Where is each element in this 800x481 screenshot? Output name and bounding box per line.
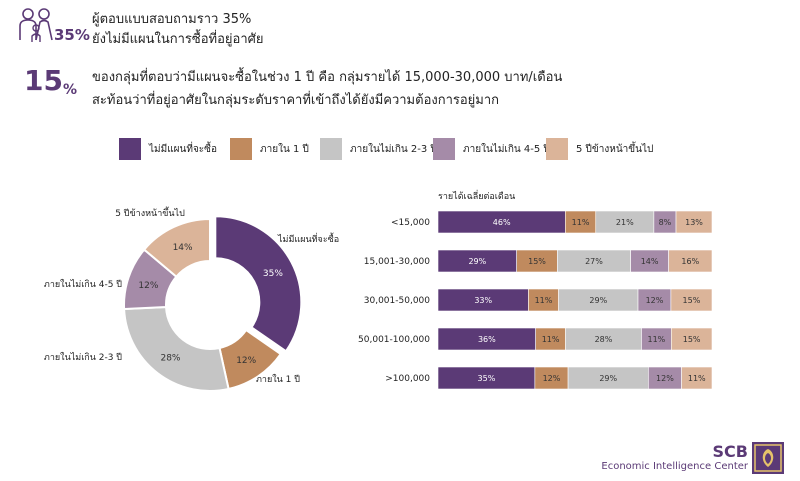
donut-slice [214,215,303,353]
donut-slice-label: 14% [173,243,193,253]
bar-segment-label: 29% [589,296,607,305]
legend-item-within-1y: ภายใน 1 ปี [230,138,309,160]
detail-line-2: สะท้อนว่าที่อยู่อาศัยในกลุ่มระดับราคาที่… [92,93,500,108]
bar-segment-label: 21% [616,218,634,227]
bar-segment-label: 27% [585,257,603,266]
legend-item-5y-plus: 5 ปีข้างหน้าขึ้นไป [546,138,653,160]
bar-segment-label: 29% [599,374,617,383]
donut-slice [142,217,211,279]
bar-segment-label: 11% [688,374,706,383]
donut-slice-label: 12% [236,356,256,366]
bar-segment-label: 12% [543,374,561,383]
donut-chart: 35%ไม่มีแผนที่จะซื้อ12%ภายใน 1 ปี28%ภายใ… [44,206,339,392]
bar-segment [668,249,713,273]
bar-segment-label: 11% [647,335,665,344]
legend-label: ภายใน 1 ปี [260,143,309,155]
bar-segment [681,366,713,390]
bar-segment-label: 8% [659,218,672,227]
bar-segment-label: 36% [478,335,496,344]
bar-segment-label: 11% [542,335,560,344]
bar-segment-label: 46% [493,218,511,227]
bar-category-label: 15,001-30,000 [364,257,431,267]
bar-segment [670,288,713,312]
bar-segment [671,327,713,351]
bar-segment-label: 15% [683,335,701,344]
family-icon [19,8,53,42]
legend-label: ภายในไม่เกิน 4-5 ปี [463,143,550,155]
bar-segment-label: 11% [572,218,590,227]
scb-logo-icon [752,442,784,474]
bar-segment-label: 13% [685,218,703,227]
bar-segment-label: 29% [468,257,486,266]
bar-segment-label: 14% [641,257,659,266]
donut-category-label: ภายในไม่เกิน 4-5 ปี [44,279,122,290]
donut-slice-label: 28% [160,354,180,364]
legend-label: ไม่มีแผนที่จะซื้อ [149,143,217,155]
bar-segment-label: 33% [474,296,492,305]
legend-swatch [230,138,252,160]
bar-category-label: <15,000 [391,218,430,228]
big-percent-value: 15 [24,64,63,97]
detail-line-1: ของกลุ่มที่ตอบว่ามีแผนจะซื้อในช่วง 1 ปี … [92,70,563,85]
donut-category-label: 5 ปีข้างหน้าขึ้นไป [115,206,185,219]
bar-segment-label: 12% [656,374,674,383]
bar-segment-label: 15% [528,257,546,266]
bar-segment-label: 28% [595,335,613,344]
header-line-1: ผู้ตอบแบบสอบถามราว 35% [92,12,252,27]
donut-slice-label: 12% [138,281,158,291]
big-percent: 15% [24,64,77,98]
bar-segment-label: 35% [478,374,496,383]
legend-swatch [433,138,455,160]
bar-category-label: 50,001-100,000 [358,335,430,345]
brand-subtitle: Economic Intelligence Center [601,461,748,472]
bar-segment-label: 15% [683,296,701,305]
legend-item-within-4-5y: ภายในไม่เกิน 4-5 ปี [433,138,550,160]
legend-swatch [320,138,342,160]
bar-segment-label: 11% [535,296,553,305]
donut-category-label: ภายในไม่เกิน 2-3 ปี [44,352,122,363]
stacked-bar-chart: รายได้เฉลี่ยต่อเดือน <15,000 46% 11% 21% 8% 13… [358,189,713,390]
donut-slice [123,306,230,392]
donut-slice-label: 35% [263,269,283,279]
legend-item-within-2-3y: ภายในไม่เกิน 2-3 ปี [320,138,437,160]
legend-label: ภายในไม่เกิน 2-3 ปี [350,143,437,155]
legend-swatch [546,138,568,160]
legend-item-no-plan: ไม่มีแผนที่จะซื้อ [119,138,217,160]
bar-category-label: 30,001-50,000 [364,296,431,306]
brand-name: SCB [712,442,748,461]
donut-category-label: ไม่มีแผนที่จะซื้อ [277,232,339,245]
big-percent-unit: % [62,82,77,98]
bar-chart-title: รายได้เฉลี่ยต่อเดือน [438,189,515,202]
bar-segment-label: 12% [646,296,664,305]
header-badge-percent: 35% [54,26,90,44]
legend-swatch [119,138,141,160]
donut-category-label: ภายใน 1 ปี [256,374,300,385]
bar-category-label: >100,000 [385,374,430,384]
header-line-2: ยังไม่มีแผนในการซื้อที่อยู่อาศัย [92,32,264,47]
bar-segment [675,210,713,234]
bar-segment-label: 16% [681,257,699,266]
legend-label: 5 ปีข้างหน้าขึ้นไป [576,143,654,155]
